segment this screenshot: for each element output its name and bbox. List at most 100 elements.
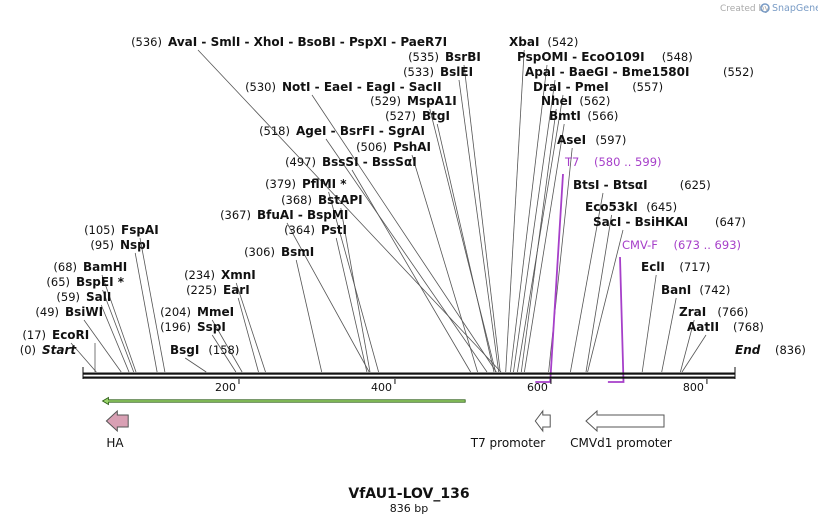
site-name[interactable]: XbaI <box>509 35 539 49</box>
primer-range: (580 .. 599) <box>594 155 662 169</box>
site-leader-line <box>70 342 97 373</box>
end-pos: (836) <box>775 343 806 357</box>
site-name[interactable]: BsrBI <box>445 50 481 64</box>
site-position: (557) <box>632 80 663 94</box>
tick-label: 800 <box>683 381 704 394</box>
site-name[interactable]: FspAI <box>121 223 159 237</box>
site-position: (542) <box>547 35 578 49</box>
site-name[interactable]: EarI <box>223 283 250 297</box>
feature-label: HA <box>106 436 124 450</box>
site-position: (518) <box>259 124 290 138</box>
site-position: (506) <box>356 140 387 154</box>
site-name[interactable]: BsgI <box>170 343 199 357</box>
site-name[interactable]: ApaI - BaeGI - Bme1580I <box>525 65 689 79</box>
tick-label: 600 <box>527 381 548 394</box>
site-position: (548) <box>662 50 693 64</box>
site-name[interactable]: DraI - PmeI <box>533 80 609 94</box>
site-name[interactable]: PflMI * <box>302 177 347 191</box>
site-leader-line <box>524 123 565 373</box>
site-name[interactable]: NspI <box>120 238 150 252</box>
site-name[interactable]: BsiWI <box>65 305 103 319</box>
site-position: (742) <box>699 283 730 297</box>
site-leader-line <box>100 304 130 373</box>
orf-arrow[interactable] <box>101 396 466 406</box>
backbone-top-strand <box>83 372 735 375</box>
site-position: (105) <box>84 223 115 237</box>
site-position: (536) <box>131 35 162 49</box>
site-position: (562) <box>579 94 610 108</box>
site-leader-line <box>286 222 370 373</box>
site-leader-line <box>335 237 368 373</box>
site-name[interactable]: BanI <box>661 283 691 297</box>
site-leader-line <box>351 169 471 373</box>
site-position: (196) <box>160 320 191 334</box>
site-name[interactable]: AvaI - SmlI - XhoI - BsoBI - PspXI - Pae… <box>168 35 447 49</box>
site-position: (379) <box>265 177 296 191</box>
site-leader-line <box>520 108 557 373</box>
map-length: 836 bp <box>390 502 428 515</box>
site-name[interactable]: PspOMI - EcoO109I <box>517 50 645 64</box>
backbone <box>82 367 736 379</box>
site-position: (225) <box>186 283 217 297</box>
site-leader-line <box>681 334 707 373</box>
site-position: (552) <box>723 65 754 79</box>
site-position: (527) <box>385 109 416 123</box>
site-leader-line <box>411 154 478 373</box>
site-leader-line <box>211 334 237 373</box>
site-name[interactable]: BfuAI - BspMI <box>257 208 348 222</box>
site-name[interactable]: BamHI <box>83 260 127 274</box>
feature-arrow[interactable] <box>534 409 551 433</box>
site-leader-line <box>513 79 556 373</box>
site-name[interactable]: BssSI - BssSαI <box>322 155 417 169</box>
site-name[interactable]: Eco53kI <box>585 200 638 214</box>
site-name[interactable]: BtgI <box>422 109 450 123</box>
site-name[interactable]: EcoRI <box>52 328 89 342</box>
site-name[interactable]: AatII <box>687 320 719 334</box>
site-name[interactable]: SacI - BsiHKAI <box>593 215 688 229</box>
feature-arrow[interactable] <box>105 409 129 433</box>
site-name[interactable]: SalI <box>86 290 111 304</box>
site-name[interactable]: AgeI - BsrFI - SgrAI <box>296 124 425 138</box>
site-leader-line <box>429 108 496 373</box>
site-name[interactable]: PstI <box>321 223 347 237</box>
site-name[interactable]: SspI <box>197 320 226 334</box>
backbone-bottom-strand <box>83 376 735 379</box>
site-leader-line <box>325 138 488 373</box>
primer-name[interactable]: CMV-F <box>622 238 658 252</box>
site-name[interactable]: BtsI - BtsαI <box>573 178 648 192</box>
site-leader-line <box>184 357 207 373</box>
site-name[interactable]: ZraI <box>679 305 706 319</box>
site-name[interactable]: NotI - EaeI - EagI - SacII <box>282 80 442 94</box>
site-name[interactable]: BspEI * <box>76 275 125 289</box>
site-position: (529) <box>370 94 401 108</box>
site-leader-line <box>139 237 166 373</box>
site-name[interactable]: PshAI <box>393 140 431 154</box>
site-name[interactable]: AseI <box>557 133 586 147</box>
site-name[interactable]: BsmI <box>281 245 314 259</box>
site-leader-line <box>295 259 323 373</box>
site-leader-line <box>680 319 695 373</box>
primer-name[interactable]: T7 <box>564 155 579 169</box>
feature-arrow[interactable] <box>585 409 665 433</box>
site-position: (367) <box>220 208 251 222</box>
site-position: (17) <box>22 328 46 342</box>
site-leader-line <box>517 94 564 373</box>
feature-label: CMVd1 promoter <box>570 436 672 450</box>
site-position: (717) <box>679 260 710 274</box>
site-leader-line <box>235 282 266 373</box>
site-leader-line <box>197 49 502 373</box>
site-labels: AvaI - SmlI - XhoI - BsoBI - PspXI - Pae… <box>22 35 764 357</box>
site-name[interactable]: MmeI <box>197 305 234 319</box>
site-name[interactable]: BmtI <box>549 109 581 123</box>
site-name[interactable]: BslEI <box>440 65 473 79</box>
site-leader-line <box>102 289 135 373</box>
site-name[interactable]: MspA1I <box>407 94 457 108</box>
feature-label: T7 promoter <box>470 436 546 450</box>
site-name[interactable]: EclI <box>641 260 665 274</box>
site-position: (364) <box>284 223 315 237</box>
site-name[interactable]: NheI <box>541 94 572 108</box>
site-name[interactable]: XmnI <box>221 268 256 282</box>
primer-arrow <box>535 173 564 383</box>
site-position: (68) <box>53 260 77 274</box>
site-name[interactable]: BstAPI <box>318 193 363 207</box>
